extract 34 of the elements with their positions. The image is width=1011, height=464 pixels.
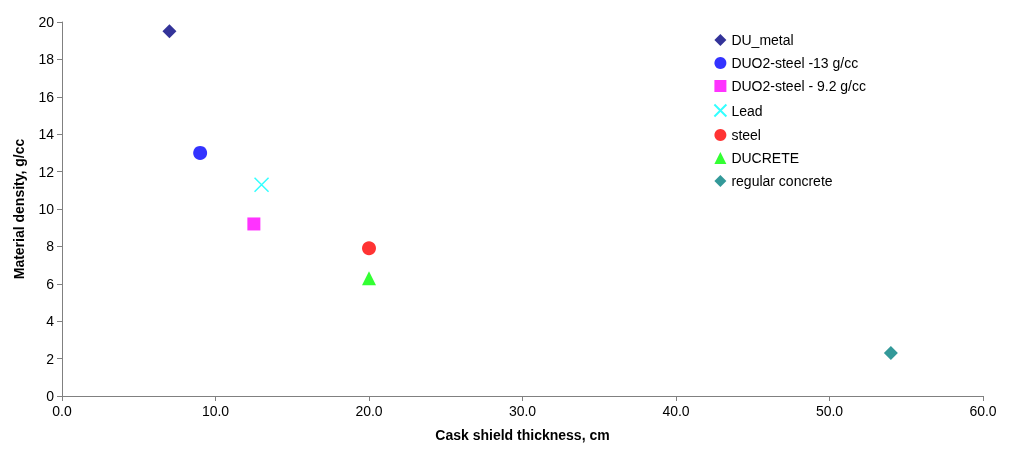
y-tick-label: 12 — [38, 163, 55, 180]
point — [253, 176, 270, 193]
legend-label: DUO2-steel -13 g/cc — [731, 55, 859, 71]
legend-label: steel — [731, 127, 761, 143]
y-tick-label: 10 — [38, 201, 55, 217]
point — [883, 345, 898, 360]
y-tick-label: 14 — [38, 126, 55, 143]
y-tick-label: 6 — [46, 275, 55, 292]
x-tick-label: 50.0 — [815, 403, 844, 419]
y-tick-label: 20 — [38, 14, 55, 30]
x-tick-label: 30.0 — [508, 403, 537, 419]
x-tick-label: 60.0 — [969, 403, 997, 419]
point — [362, 241, 376, 256]
x-axis-title: Cask shield thickness, cm — [435, 427, 610, 443]
y-tick-label: 0 — [46, 388, 55, 404]
legend-label: DUO2-steel - 9.2 g/cc — [731, 78, 867, 94]
y-tick-label: 8 — [46, 238, 55, 255]
x-tick-label: 0.0 — [52, 403, 72, 419]
x-tick-label: 40.0 — [662, 403, 690, 419]
y-tick-label: 18 — [38, 51, 55, 68]
legend-label: Lead — [731, 102, 763, 119]
x-tick-label: 20.0 — [355, 403, 383, 419]
point — [362, 271, 376, 286]
point — [162, 24, 177, 39]
point — [247, 217, 261, 231]
point — [193, 145, 208, 160]
x-tick-label: 10.0 — [201, 403, 230, 419]
y-tick-label: 2 — [46, 350, 55, 367]
legend-label: DUCRETE — [731, 150, 800, 166]
legend-label: regular concrete — [731, 173, 833, 189]
legend-label: DU_metal — [731, 32, 794, 48]
y-tick-label: 4 — [46, 313, 55, 330]
y-axis-title: Material density, g/cc — [11, 138, 27, 280]
y-tick-label: 16 — [38, 88, 55, 105]
